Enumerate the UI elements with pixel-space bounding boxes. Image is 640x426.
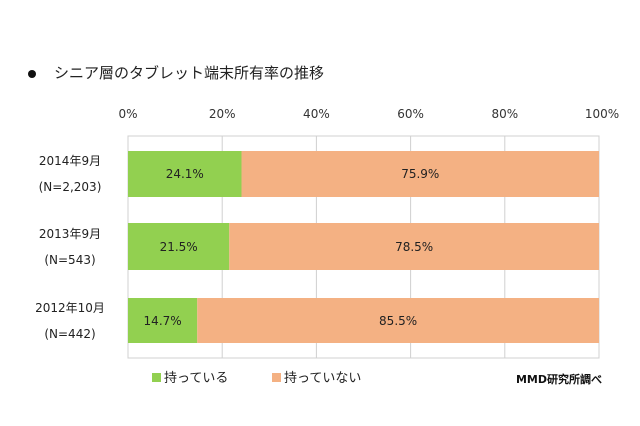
x-tick-label: 0% xyxy=(118,107,138,121)
category-label-line: 2012年10月 xyxy=(35,300,105,315)
bar-segment xyxy=(229,223,599,270)
bar-segment xyxy=(128,223,230,270)
chart-title-text: シニア層のタブレット端末所有率の推移 xyxy=(54,64,325,82)
data-label: 85.5% xyxy=(379,313,418,328)
x-tick-label: 60% xyxy=(397,107,424,121)
legend-item-have: 持っている xyxy=(152,367,228,386)
category-label: 2012年10月 (N=442) xyxy=(20,295,120,347)
category-label-line: 2014年9月 xyxy=(38,154,102,168)
bar-segment xyxy=(241,151,600,197)
chart-title: シニア層のタブレット端末所有率の推移 xyxy=(28,62,324,83)
legend-swatch xyxy=(152,373,161,382)
data-label: 75.9% xyxy=(401,167,440,181)
bullet-icon xyxy=(28,69,36,78)
x-tick-label: 20% xyxy=(208,107,236,121)
category-label: 2014年9月 (N=2,203) xyxy=(20,148,120,200)
data-label: 24.1% xyxy=(165,167,204,181)
data-label: 78.5% xyxy=(395,239,434,254)
category-label: 2013年9月 (N=543) xyxy=(20,221,120,273)
legend-label: 持っていない xyxy=(284,371,362,386)
data-label: 21.5% xyxy=(159,239,198,254)
category-label-line: (N=2,203) xyxy=(38,180,102,194)
legend-swatch xyxy=(272,373,281,382)
legend-label: 持っている xyxy=(164,371,229,386)
bar-segment xyxy=(128,298,198,343)
legend-item-not-have: 持っていない xyxy=(272,367,361,386)
category-label-line: (N=543) xyxy=(44,252,96,267)
data-label: 14.7% xyxy=(143,313,182,328)
category-label-line: (N=442) xyxy=(44,326,96,341)
x-tick-label: 80% xyxy=(491,107,519,121)
bar-segment xyxy=(128,151,242,197)
category-label-line: 2013年9月 xyxy=(38,226,102,241)
source-note: MMD研究所調べ xyxy=(515,373,602,386)
x-tick-label: 100% xyxy=(584,107,620,121)
x-tick-label: 40% xyxy=(303,107,330,121)
bar-segment xyxy=(197,298,599,343)
